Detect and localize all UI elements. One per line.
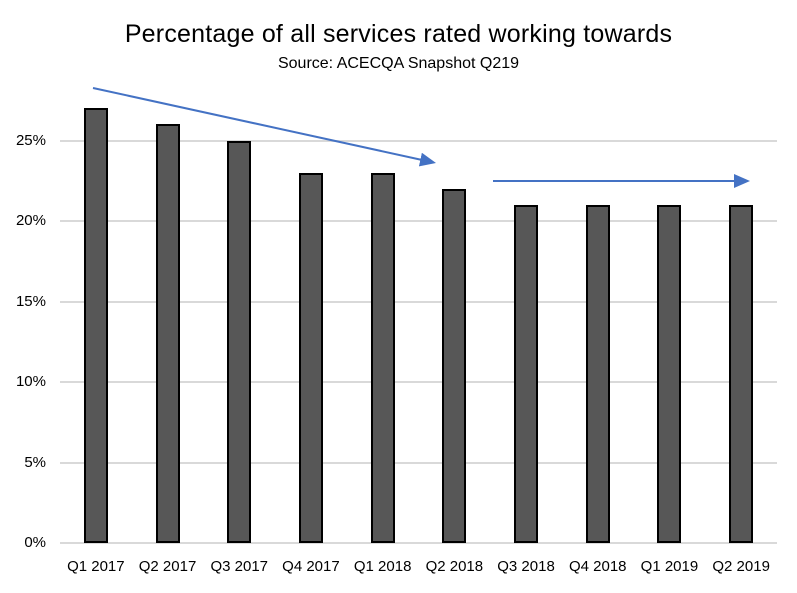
x-axis-tick-label: Q4 2018 <box>568 558 627 575</box>
gridline <box>60 542 777 544</box>
x-axis-tick-label: Q3 2017 <box>210 558 268 575</box>
x-axis-tick-label: Q3 2018 <box>497 558 555 575</box>
gridline <box>60 220 777 222</box>
x-axis-tick-label: Q1 2017 <box>67 558 125 575</box>
chart-subtitle: Source: ACECQA Snapshot Q219 <box>277 55 520 72</box>
x-axis-tick-label: Q2 2017 <box>138 558 197 575</box>
x-axis-tick-label: Q2 2019 <box>712 558 770 575</box>
declining-trend-arrow <box>92 87 436 167</box>
chart-title: Percentage of all services rated working… <box>124 20 673 48</box>
bar-q4-2018 <box>585 204 610 543</box>
bar-q2-2017 <box>155 124 180 543</box>
bar-q1-2018 <box>370 172 395 543</box>
bar-q3-2017 <box>227 140 252 543</box>
bar-q1-2017 <box>83 108 108 543</box>
y-axis-tick-label: 10% <box>15 373 46 390</box>
x-axis-tick-label: Q4 2017 <box>282 558 340 575</box>
y-axis-tick-label: 15% <box>15 292 46 310</box>
y-axis-tick-label: 25% <box>15 131 46 149</box>
y-axis-tick-label: 5% <box>24 453 46 471</box>
bar-q2-2018 <box>442 188 467 543</box>
x-axis-tick-label: Q1 2018 <box>353 558 412 575</box>
bar-q4-2017 <box>298 172 323 543</box>
gridline <box>60 300 777 303</box>
y-axis-tick-label: 20% <box>15 212 46 229</box>
gridline <box>60 461 777 464</box>
y-axis-tick-label: 0% <box>24 534 46 551</box>
gridline <box>60 381 777 383</box>
bar-q2-2019 <box>729 204 754 543</box>
x-axis-tick-label: Q2 2018 <box>425 558 484 575</box>
bar-q3-2018 <box>514 204 539 543</box>
x-axis-tick-label: Q1 2019 <box>640 558 699 575</box>
bar-q1-2019 <box>657 204 682 543</box>
